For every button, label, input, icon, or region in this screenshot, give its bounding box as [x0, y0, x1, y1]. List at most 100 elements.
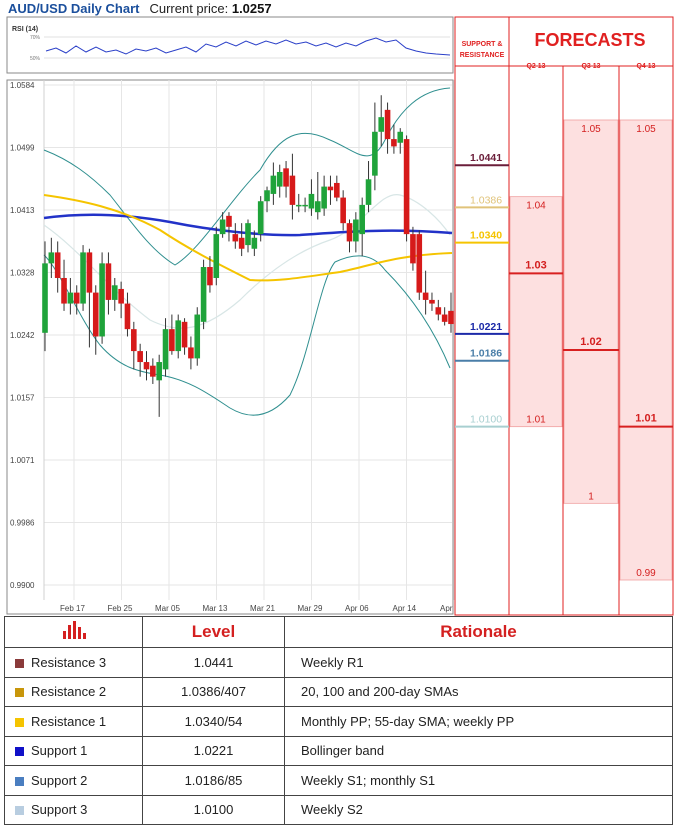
level-rationale: Weekly R1 — [284, 647, 673, 678]
sr-level-label: 1.0441 — [470, 152, 502, 164]
candle — [219, 212, 226, 238]
candle — [73, 285, 80, 315]
level-value: 1.0441 — [142, 647, 285, 678]
candle — [410, 226, 416, 271]
candle — [207, 256, 213, 293]
level-color-swatch — [15, 717, 24, 727]
level-color-swatch — [15, 658, 24, 668]
forecast-quarters: Q2 13 1.04 1.03 1.01 Q3 13 1.05 1.02 1 Q4 13 1.05… — [509, 63, 673, 581]
level-color-swatch — [15, 806, 24, 816]
candle — [54, 241, 61, 293]
candle — [111, 277, 118, 311]
candle — [416, 230, 423, 300]
level-color-swatch — [15, 688, 24, 698]
forecast-range-box — [563, 119, 619, 504]
x-tick-label: Mar 21 — [250, 604, 275, 613]
forecast-low-label: 1 — [588, 491, 594, 502]
sr-level-label: 1.0186 — [470, 348, 502, 360]
candle — [295, 193, 302, 213]
candle — [448, 292, 454, 333]
sr-level-label: 1.0221 — [470, 321, 502, 333]
candle — [391, 124, 397, 154]
level-rationale: Monthly PP; 55-day SMA; weekly PP — [284, 706, 673, 737]
rsi-tick-70: 70% — [30, 35, 41, 41]
candle — [397, 128, 404, 154]
chart-canvas: RSI (14) 70% 50% 1.0584 1.0499 1.0413 1.032… — [6, 16, 674, 616]
table-row: Support 1 1.0221 Bollinger band — [4, 735, 673, 766]
x-tick-label: Mar 05 — [155, 604, 180, 613]
forecast-quarter: Q3 13 1.05 1.02 1 — [563, 63, 619, 504]
candle — [156, 354, 162, 417]
x-tick-label: Apr 14 — [393, 604, 417, 613]
forecast-mid-label: 1.01 — [635, 413, 656, 425]
level-rationale: 20, 100 and 200-day SMAs — [284, 676, 673, 707]
forecast-mid-label: 1.02 — [580, 336, 601, 348]
forecasts-title: FORECASTS — [534, 30, 645, 50]
table-row: Resistance 1 1.0340/54 Monthly PP; 55-day … — [4, 706, 673, 737]
forecast-mid-label: 1.03 — [525, 259, 546, 271]
candle — [175, 314, 182, 359]
candle — [131, 321, 137, 370]
y-tick-label: 1.0242 — [10, 331, 35, 340]
forecast-high-label: 1.05 — [581, 124, 601, 135]
forecast-high-label: 1.05 — [636, 124, 656, 135]
level-name: Resistance 1 — [31, 713, 107, 729]
forecast-low-label: 0.99 — [636, 568, 656, 579]
level-name: Resistance 3 — [31, 654, 107, 670]
candle — [238, 223, 245, 257]
level-name-cell: Support 1 — [4, 735, 143, 766]
x-tick-label: Apr 22 — [440, 604, 464, 613]
sma-200-line — [43, 213, 453, 237]
sr-level: 1.0186 — [455, 348, 509, 362]
x-tick-label: Apr 06 — [345, 604, 369, 613]
candle — [169, 314, 175, 355]
rsi-line — [45, 37, 451, 56]
candle — [422, 270, 429, 315]
candle — [42, 241, 48, 352]
candle — [270, 162, 277, 205]
bollinger-upper-band — [43, 87, 451, 266]
candle — [346, 219, 353, 253]
current-price-label: Current price: — [149, 1, 229, 16]
forecast-low-label: 1.01 — [526, 415, 546, 426]
candle — [118, 281, 124, 319]
levels-table-body: Resistance 3 1.0441 Weekly R1 Resistance 2 1… — [4, 647, 673, 825]
candle — [251, 230, 258, 257]
forecast-quarter: Q2 13 1.04 1.03 1.01 — [509, 63, 563, 428]
candle — [276, 164, 283, 198]
level-name: Support 3 — [31, 802, 88, 818]
rsi-label: RSI (14) — [12, 26, 38, 33]
candle — [162, 318, 169, 377]
candle — [99, 252, 105, 344]
candle — [226, 212, 232, 242]
candlesticks — [42, 95, 454, 417]
x-axis-ticks: Feb 17 Feb 25 Mar 05 Mar 13 Mar 21 Mar 29 Apr … — [60, 604, 464, 613]
level-name: Support 1 — [31, 743, 88, 759]
y-tick-label: 0.9986 — [10, 519, 35, 528]
sma-55-line — [43, 194, 453, 282]
y-tick-label: 1.0071 — [10, 456, 35, 465]
forecast-range-box — [509, 196, 563, 428]
candle — [245, 219, 251, 253]
level-name-cell: Resistance 1 — [4, 706, 143, 737]
candle — [92, 285, 99, 355]
table-row: Resistance 2 1.0386/407 20, 100 and 200-da… — [4, 676, 673, 707]
x-tick-label: Mar 13 — [203, 604, 228, 613]
candle — [257, 196, 264, 242]
level-color-swatch — [15, 776, 24, 786]
candle — [181, 318, 188, 355]
header-level: Level — [142, 616, 285, 648]
level-value: 1.0186/85 — [142, 765, 285, 796]
current-price-value: 1.0257 — [231, 1, 272, 16]
candle — [441, 307, 448, 326]
header-chart-icon-cell — [4, 616, 143, 648]
level-value: 1.0340/54 — [142, 706, 285, 737]
y-tick-label: 1.0413 — [10, 206, 35, 215]
level-value: 1.0386/407 — [142, 676, 285, 707]
support-resistance-levels: 1.0441 1.0386 1.0340 1.0221 1.0186 1.0100 — [455, 152, 509, 428]
candle — [124, 292, 131, 337]
sr-heading-line2: RESISTANCE — [460, 52, 505, 59]
bollinger-lower-band — [43, 254, 451, 416]
candle — [403, 135, 410, 242]
candle — [232, 223, 239, 249]
